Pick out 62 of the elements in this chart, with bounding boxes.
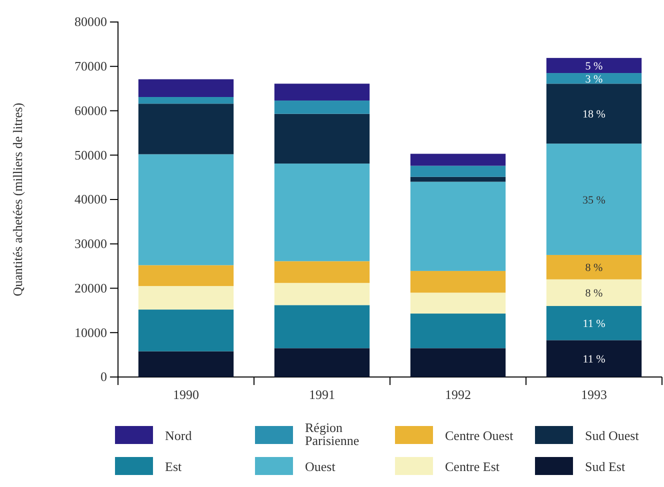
annotation: 35 % [582,194,606,206]
annotation: 8 % [585,262,603,274]
x-tick-label: 1991 [309,387,335,402]
y-tick-label: 0 [100,369,107,384]
annotation: 11 % [582,318,606,330]
y-tick-label: 60000 [74,102,107,118]
bar [138,286,234,310]
bar [410,166,506,177]
bar [274,261,370,283]
bar [274,282,370,306]
bar [138,79,234,97]
bar [410,176,506,182]
bar [546,144,642,255]
bar [138,265,234,286]
bar [138,96,234,104]
y-tick-label: 50000 [74,147,107,162]
legend-label: Région Parisienne [305,420,360,448]
bar [546,73,642,84]
legend-label: Nord [165,428,192,443]
bar [410,154,506,166]
annotation: 3 % [585,73,603,86]
annotation: 18 % [582,108,606,121]
bar [546,254,642,280]
bar [274,348,370,377]
y-tick-label: 80000 [74,14,107,30]
annotation: 11 % [582,354,606,366]
bar [546,58,642,74]
x-tick-label: 1992 [445,387,471,402]
bar [546,84,642,144]
bar [546,306,642,340]
annotation: 5 % [585,60,603,72]
y-axis-title: Quantités achetées (milliers de litres) [10,102,25,296]
legend-label: Sud Ouest [585,428,640,443]
legend-label: Centre Ouest [445,428,514,443]
y-tick-label: 20000 [74,280,107,296]
bar [138,310,234,352]
y-tick-label: 30000 [74,236,107,252]
y-tick-label: 10000 [74,324,107,340]
annotation: 8 % [585,288,603,300]
bar [410,292,506,314]
x-tick-label: 1990 [173,387,199,402]
bar [546,279,642,306]
legend-label: Centre Est [445,459,500,474]
bar [138,154,234,266]
y-tick-label: 40000 [74,192,107,207]
bar [410,348,506,377]
x-tick-label: 1993 [581,387,607,402]
bar [410,314,506,348]
bar [410,182,506,271]
legend-label: Est [165,459,182,474]
bar [546,340,642,377]
bar [410,270,506,293]
bar [274,305,370,348]
y-tick-label: 70000 [74,58,107,74]
bar [274,100,370,114]
bar [138,351,234,377]
bar [274,164,370,262]
legend-label: Sud Est [585,459,626,474]
bar [138,104,234,154]
legend-label: Ouest [305,459,336,474]
bar [274,114,370,164]
bar [274,84,370,101]
